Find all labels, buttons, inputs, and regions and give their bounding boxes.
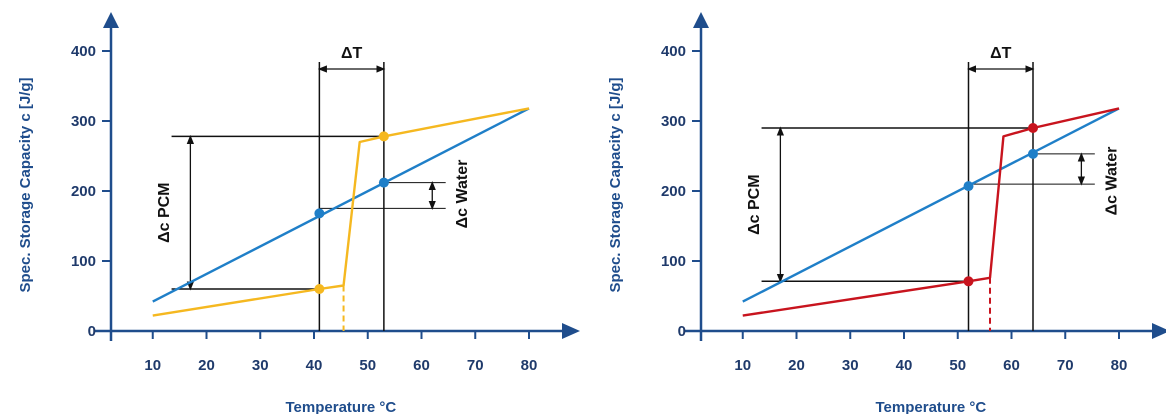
x-axis-title: Temperature °C <box>286 399 397 414</box>
delta-pcm-label: Δc PCM <box>746 174 763 234</box>
x-tick-label: 70 <box>1057 357 1074 374</box>
x-tick-label: 60 <box>413 357 430 374</box>
x-tick-label: 80 <box>1111 357 1128 374</box>
x-tick-label: 20 <box>788 357 805 374</box>
y-tick-label: 0 <box>678 323 686 340</box>
y-tick-label: 200 <box>661 183 686 200</box>
data-point <box>1028 148 1038 159</box>
data-point <box>963 181 974 192</box>
data-point <box>314 284 325 294</box>
x-tick-label: 40 <box>306 357 323 374</box>
pcm-line <box>152 107 530 317</box>
y-tick-label: 0 <box>88 323 96 340</box>
data-point <box>314 208 325 219</box>
data-point <box>963 276 974 287</box>
x-tick-label: 40 <box>896 357 913 374</box>
water-line <box>742 107 1120 303</box>
x-tick-label: 50 <box>359 357 376 374</box>
x-tick-label: 60 <box>1003 357 1020 374</box>
delta-t-label: ΔT <box>990 45 1012 62</box>
delta-water-label: Δc Water <box>454 160 471 229</box>
x-tick-label: 10 <box>734 357 751 374</box>
y-tick-label: 400 <box>661 43 686 60</box>
x-tick-label: 30 <box>842 357 859 374</box>
y-tick-label: 100 <box>661 253 686 270</box>
delta-t-label: ΔT <box>341 45 363 62</box>
y-axis-title: Spec. Storage Capacity c [J/g] <box>607 77 624 292</box>
x-axis-title: Temperature °C <box>876 399 987 414</box>
y-axis-title: Spec. Storage Capacity c [J/g] <box>17 77 34 292</box>
y-tick-label: 100 <box>71 253 96 270</box>
x-tick-label: 20 <box>198 357 215 374</box>
y-tick-label: 300 <box>71 113 96 130</box>
chart-panel-2: 0 100 200 300 400 10 20 30 40 50 60 70 80 Temperature… <box>607 12 1166 414</box>
data-point <box>378 177 389 188</box>
y-tick-label: 400 <box>71 43 96 60</box>
x-tick-label: 10 <box>144 357 161 374</box>
data-point <box>1028 123 1038 133</box>
x-tick-label: 50 <box>949 357 966 374</box>
delta-water-label: Δc Water <box>1103 147 1120 216</box>
pcm-line <box>742 107 1120 317</box>
chart-panel-1: 0 100 200 300 400 10 20 30 40 50 60 70 80 Temperature… <box>17 12 580 414</box>
x-tick-label: 30 <box>252 357 269 374</box>
y-tick-label: 200 <box>71 183 96 200</box>
delta-pcm-label: Δc PCM <box>156 182 173 242</box>
data-point <box>378 131 389 142</box>
x-axis-arrowhead <box>1152 323 1166 339</box>
y-axis-arrowhead <box>693 12 709 28</box>
y-tick-label: 300 <box>661 113 686 130</box>
x-axis-arrowhead <box>562 323 580 339</box>
x-tick-label: 70 <box>467 357 484 374</box>
y-axis-arrowhead <box>103 12 119 28</box>
water-line <box>152 107 530 303</box>
x-tick-label: 80 <box>521 357 538 374</box>
